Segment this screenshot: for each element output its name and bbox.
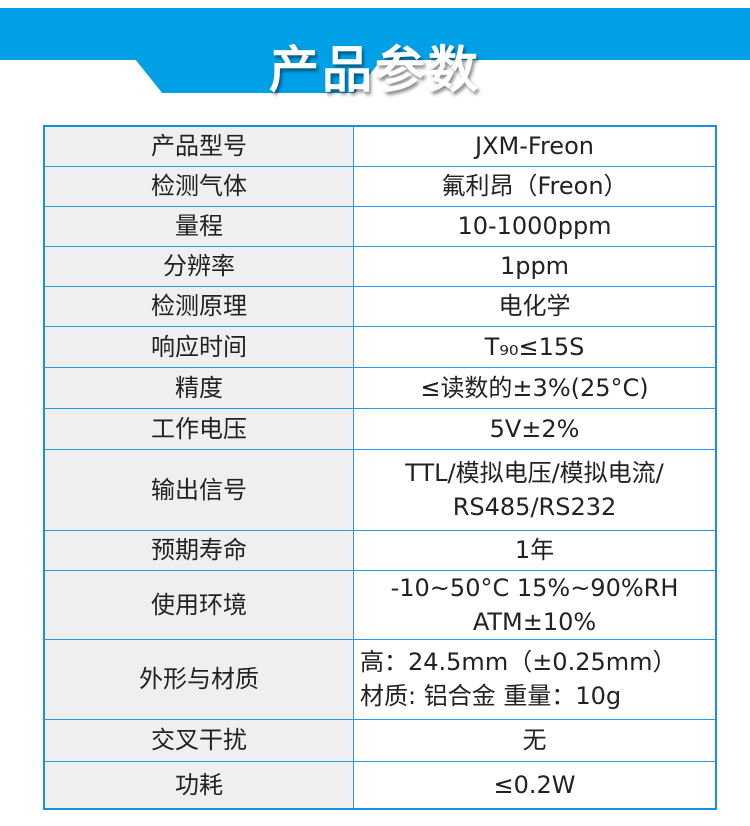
spec-table: 产品型号 JXM-Freon 检测气体 氟利昂（Freon） 量程 10-1000ppm 分… [43, 125, 717, 810]
spec-label: 外形与材质 [43, 638, 354, 720]
spec-label: 检测气体 [43, 165, 354, 207]
spec-label: 工作电压 [43, 407, 354, 450]
page-title: 产品参数 [269, 41, 481, 99]
table-row: 精度 ≤读数的±3%(25°C) [43, 366, 717, 409]
spec-value-line: 无 [522, 726, 547, 754]
header-banner [0, 8, 750, 60]
spec-value-line: ≤0.2W [493, 770, 576, 799]
header-tab-shape [135, 59, 382, 93]
spec-value-line: RS485/RS232 [452, 492, 617, 521]
spec-value-line: 1ppm [499, 252, 570, 280]
table-row: 外形与材质 高：24.5mm（±0.25mm） 材质: 铝合金 重量：10g [43, 638, 717, 720]
spec-value-line: ≤读数的±3%(25°C) [420, 373, 649, 402]
spec-value: T₉₀≤15S [353, 325, 717, 368]
spec-value-line: ATM±10% [472, 607, 597, 636]
spec-value: 高：24.5mm（±0.25mm） 材质: 铝合金 重量：10g [353, 638, 717, 720]
table-row: 使用环境 -10~50°C 15%~90%RH ATM±10% [43, 569, 717, 640]
spec-label: 响应时间 [43, 325, 354, 368]
spec-value-line: 10-1000ppm [457, 212, 612, 240]
spec-value: ≤0.2W [353, 760, 717, 810]
spec-value: -10~50°C 15%~90%RH ATM±10% [353, 569, 717, 640]
spec-value: 10-1000ppm [353, 205, 717, 247]
spec-label: 量程 [43, 205, 354, 247]
table-row: 交叉干扰 无 [43, 718, 717, 762]
spec-value: 氟利昂（Freon） [353, 165, 717, 207]
table-row: 功耗 ≤0.2W [43, 760, 717, 810]
spec-value: TTL/模拟电压/模拟电流/RS485/RS232 [353, 448, 717, 531]
spec-value-line: -10~50°C 15%~90%RH [390, 573, 679, 602]
table-row: 分辨率 1ppm [43, 245, 717, 287]
spec-value: ≤读数的±3%(25°C) [353, 366, 717, 409]
spec-value-line: 高：24.5mm（±0.25mm） [360, 648, 677, 676]
table-row: 检测原理 电化学 [43, 285, 717, 327]
spec-value-line: 电化学 [498, 292, 571, 320]
spec-value-line: T₉₀≤15S [484, 332, 585, 361]
spec-label: 交叉干扰 [43, 718, 354, 762]
spec-value-line: TTL/模拟电压/模拟电流/ [405, 458, 664, 487]
spec-label: 精度 [43, 366, 354, 409]
table-row: 预期寿命 1年 [43, 529, 717, 571]
spec-label: 检测原理 [43, 285, 354, 327]
table-row: 工作电压 5V±2% [43, 407, 717, 450]
spec-label: 输出信号 [43, 448, 354, 531]
spec-label: 功耗 [43, 760, 354, 810]
spec-value: JXM-Freon [353, 125, 717, 167]
spec-label: 使用环境 [43, 569, 354, 640]
spec-value-line: 1年 [514, 536, 555, 564]
spec-value: 1ppm [353, 245, 717, 287]
spec-value-line: 材质: 铝合金 重量：10g [360, 682, 622, 710]
spec-value: 5V±2% [353, 407, 717, 450]
spec-value-line: 氟利昂（Freon） [441, 172, 628, 200]
table-row: 输出信号 TTL/模拟电压/模拟电流/RS485/RS232 [43, 448, 717, 531]
spec-value: 电化学 [353, 285, 717, 327]
spec-value-line: 5V±2% [489, 414, 580, 443]
spec-label: 预期寿命 [43, 529, 354, 571]
spec-label: 分辨率 [43, 245, 354, 287]
table-row: 量程 10-1000ppm [43, 205, 717, 247]
table-row: 检测气体 氟利昂（Freon） [43, 165, 717, 207]
spec-value: 1年 [353, 529, 717, 571]
table-row: 产品型号 JXM-Freon [43, 125, 717, 167]
spec-value-line: JXM-Freon [475, 132, 594, 161]
spec-value: 无 [353, 718, 717, 762]
table-row: 响应时间 T₉₀≤15S [43, 325, 717, 368]
spec-label: 产品型号 [43, 125, 354, 167]
